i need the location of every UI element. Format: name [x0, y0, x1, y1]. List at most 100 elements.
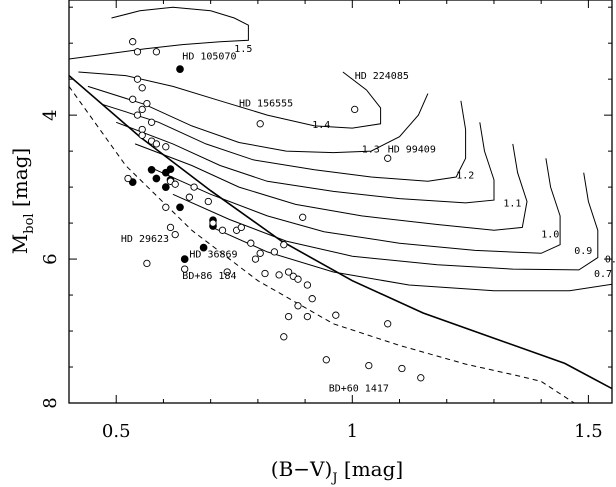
open-star-point — [152, 48, 161, 56]
filled-star-point — [199, 243, 208, 252]
x-tick-label: 0.5 — [102, 421, 131, 442]
open-star-point — [275, 271, 283, 279]
x-axis-title: (B−V)J [mag] — [271, 457, 403, 486]
star-name-label: HD 105070 — [182, 52, 236, 63]
y-axis-title-sub: bol — [22, 213, 37, 233]
evolutionary-tracks — [69, 6, 612, 403]
open-star-point — [162, 203, 170, 211]
filled-star-point — [176, 203, 184, 212]
star-name-label: HD 224085 — [355, 71, 409, 82]
star-points — [124, 38, 425, 382]
track-1-3 — [87, 85, 429, 154]
star-name-label: HD 156555 — [239, 99, 293, 110]
track-0-7 — [210, 226, 612, 292]
open-star-point — [218, 226, 227, 234]
open-star-point — [294, 275, 302, 283]
filled-star-point — [147, 165, 156, 174]
filled-star-point — [161, 183, 170, 191]
y-axis-title: Mbol [mag] — [8, 148, 37, 254]
y-axis-title-unit: [mag] — [8, 148, 32, 214]
open-star-point — [251, 255, 260, 263]
track-0-8 — [172, 172, 599, 271]
plot-frame — [68, 0, 613, 404]
open-star-point — [133, 48, 142, 56]
x-axis-title-sub: J — [330, 471, 337, 486]
axis-ticks: 0.5 1 1.5 4 6 8 — [40, 0, 612, 442]
filled-star-point — [176, 65, 184, 73]
open-star-point — [280, 241, 288, 249]
open-star-point — [185, 193, 194, 201]
mass-label: 1.4 — [312, 120, 330, 131]
open-star-point — [303, 312, 312, 321]
open-star-point — [237, 223, 245, 232]
mass-label: 0.7 — [594, 269, 612, 280]
open-star-point — [384, 154, 392, 162]
open-star-point — [171, 180, 179, 188]
open-star-point — [129, 38, 137, 46]
y-tick-label: 4 — [40, 109, 61, 120]
open-star-point — [247, 239, 255, 247]
open-star-point — [280, 333, 288, 341]
open-star-point — [162, 143, 170, 151]
star-name-label: HD 29623 — [121, 234, 169, 245]
open-star-point — [166, 223, 175, 232]
open-star-point — [204, 197, 212, 206]
mass-label: 1.1 — [503, 199, 521, 210]
open-star-point — [133, 111, 142, 119]
star-name-label: HD 36869 — [189, 250, 237, 261]
open-star-point — [398, 364, 406, 373]
open-star-point — [138, 105, 146, 114]
open-star-point — [332, 311, 340, 319]
track-1-0 — [134, 143, 528, 231]
open-star-point — [322, 356, 330, 364]
open-star-point — [190, 183, 198, 191]
mass-label: 0.8 — [605, 255, 616, 266]
filled-star-point — [180, 255, 189, 263]
x-tick-label: 1 — [347, 421, 358, 442]
track-0-9 — [153, 158, 561, 254]
mass-label: 1.2 — [456, 171, 474, 182]
open-star-point — [223, 268, 231, 276]
x-axis-title-unit: [mag] — [338, 457, 404, 481]
open-star-point — [171, 230, 179, 239]
star-name-label: BD+86 184 — [182, 271, 236, 282]
filled-star-point — [152, 174, 161, 183]
mass-label: 0.9 — [574, 246, 592, 257]
open-star-point — [143, 259, 151, 268]
x-tick-label: 1.5 — [574, 421, 603, 442]
mass-label: 1.5 — [234, 44, 252, 55]
open-star-point — [299, 213, 307, 221]
open-star-point — [270, 248, 279, 256]
mass-label: 1.0 — [541, 230, 559, 241]
open-star-point — [181, 265, 189, 273]
mass-label: 1.3 — [362, 145, 380, 156]
chart-annotations: 1.5 1.4 1.3 1.2 1.1 1.0 0.9 0.8 0.7 HD 105070 HD 2… — [121, 44, 616, 395]
open-star-point — [152, 140, 161, 148]
open-star-point — [384, 320, 392, 328]
open-star-point — [294, 302, 302, 310]
open-star-point — [308, 295, 316, 303]
track-1-4 — [78, 71, 382, 129]
open-star-point — [256, 249, 264, 257]
y-tick-label: 8 — [40, 397, 61, 408]
open-star-point — [261, 269, 269, 278]
open-star-point — [303, 281, 312, 289]
open-star-point — [417, 374, 425, 382]
open-star-point — [284, 312, 293, 321]
open-star-point — [147, 118, 156, 126]
open-star-point — [138, 84, 146, 92]
open-star-point — [129, 95, 137, 103]
y-tick-label: 6 — [40, 253, 61, 264]
y-axis-title-main: M — [8, 234, 32, 254]
star-name-label: BD+60 1417 — [329, 384, 389, 395]
open-star-point — [143, 99, 151, 108]
open-star-point — [133, 75, 142, 83]
open-star-point — [351, 105, 359, 114]
open-star-point — [284, 268, 293, 276]
track-1-1 — [116, 121, 495, 204]
x-axis-title-main: (B−V) — [271, 457, 333, 481]
open-star-point — [365, 361, 373, 370]
track-1-2 — [101, 100, 467, 182]
track-ZAMS — [69, 74, 612, 390]
